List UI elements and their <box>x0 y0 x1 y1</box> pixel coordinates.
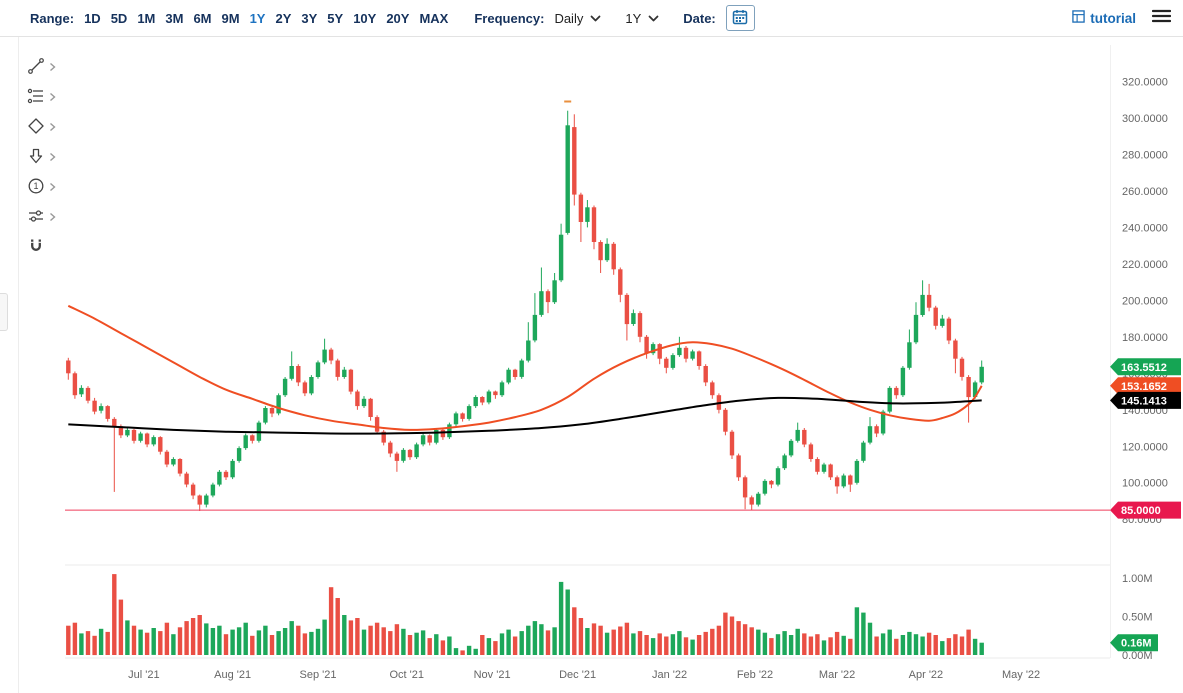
svg-text:Sep '21: Sep '21 <box>300 669 337 681</box>
period-value: 1Y <box>625 10 642 26</box>
svg-text:153.1652: 153.1652 <box>1121 381 1167 393</box>
ma-fast-line[interactable] <box>67 304 983 431</box>
svg-text:180.0000: 180.0000 <box>1122 332 1168 344</box>
svg-text:May '22: May '22 <box>1002 669 1040 681</box>
period-dropdown[interactable]: 1Y <box>625 11 659 26</box>
fibonacci-tool[interactable] <box>26 87 56 109</box>
range-option-3y[interactable]: 3Y <box>301 10 318 26</box>
range-option-1y[interactable]: 1Y <box>249 10 266 26</box>
time-axis-labels[interactable]: Jul '21 Aug '21 Sep '21 Oct '21 Nov '21 Dec '… <box>128 669 1040 681</box>
ma-slow-line[interactable] <box>68 396 982 435</box>
volume-axis-labels: 1.00M 0.50M 0.00M <box>1122 573 1153 662</box>
last-volume-badge: 0.16M <box>1110 634 1158 652</box>
svg-text:163.5512: 163.5512 <box>1121 362 1167 374</box>
shapes-tool[interactable] <box>26 117 56 139</box>
range-option-2y[interactable]: 2Y <box>275 10 292 26</box>
svg-text:200.0000: 200.0000 <box>1122 295 1168 307</box>
svg-text:0.16M: 0.16M <box>1121 638 1152 650</box>
calendar-icon <box>732 9 748 28</box>
range-option-1d[interactable]: 1D <box>84 10 101 26</box>
date-label: Date: <box>683 10 716 26</box>
svg-text:1: 1 <box>33 181 38 191</box>
number-annotation-tool[interactable]: 1 <box>26 177 56 199</box>
range-option-6m[interactable]: 6M <box>193 10 212 26</box>
candles-layer <box>66 110 984 511</box>
svg-text:0.00M: 0.00M <box>1122 650 1153 662</box>
frequency-label: Frequency: <box>474 10 545 26</box>
price-axis-labels[interactable]: 320.0000 300.0000 280.0000 260.0000 240.0000… <box>1122 77 1168 527</box>
fibonacci-tool-icon <box>26 86 46 111</box>
chevron-down-icon <box>648 15 659 22</box>
chevron-right-icon <box>49 149 56 167</box>
sliders-tool-icon <box>26 206 46 231</box>
left-panel-edge <box>18 37 19 693</box>
svg-text:Nov '21: Nov '21 <box>474 669 511 681</box>
svg-text:100.0000: 100.0000 <box>1122 478 1168 490</box>
svg-text:0.50M: 0.50M <box>1122 612 1153 624</box>
range-option-5y[interactable]: 5Y <box>327 10 344 26</box>
level-badge: 85.0000 <box>1110 501 1181 519</box>
date-picker-button[interactable] <box>725 5 755 31</box>
range-label: Range: <box>30 10 75 26</box>
svg-text:320.0000: 320.0000 <box>1122 77 1168 89</box>
chevron-right-icon <box>49 209 56 227</box>
range-option-5d[interactable]: 5D <box>110 10 128 26</box>
svg-text:Apr '22: Apr '22 <box>909 669 944 681</box>
svg-text:85.0000: 85.0000 <box>1121 505 1161 517</box>
brand-label: tutorial <box>1090 10 1136 26</box>
svg-text:220.0000: 220.0000 <box>1122 259 1168 271</box>
frequency-dropdown[interactable]: Daily <box>554 11 601 26</box>
chevron-right-icon <box>49 89 56 107</box>
range-option-20y[interactable]: 20Y <box>386 10 410 26</box>
chevron-down-icon <box>590 15 601 22</box>
chart-canvas[interactable]: 320.0000 300.0000 280.0000 260.0000 240.0000… <box>0 37 1183 693</box>
table-grid-icon <box>1072 10 1085 26</box>
brand-link[interactable]: tutorial <box>1072 10 1136 26</box>
range-option-max[interactable]: MAX <box>419 10 449 26</box>
svg-text:Dec '21: Dec '21 <box>559 669 596 681</box>
range-option-3m[interactable]: 3M <box>165 10 184 26</box>
magnet-tool[interactable] <box>26 237 56 259</box>
svg-text:260.0000: 260.0000 <box>1122 186 1168 198</box>
menu-button[interactable] <box>1151 9 1172 28</box>
svg-text:280.0000: 280.0000 <box>1122 149 1168 161</box>
shapes-tool-icon <box>26 116 46 141</box>
svg-text:120.0000: 120.0000 <box>1122 441 1168 453</box>
svg-text:Jan '22: Jan '22 <box>652 669 687 681</box>
svg-text:Oct '21: Oct '21 <box>389 669 424 681</box>
svg-text:Feb '22: Feb '22 <box>737 669 773 681</box>
chevron-right-icon <box>49 179 56 197</box>
range-option-10y[interactable]: 10Y <box>353 10 377 26</box>
hamburger-icon <box>1151 9 1172 28</box>
svg-text:1.00M: 1.00M <box>1122 573 1153 585</box>
arrow-tool-icon <box>26 146 46 171</box>
range-option-1m[interactable]: 1M <box>137 10 156 26</box>
panel-drag-handle[interactable] <box>0 293 8 331</box>
volume-layer <box>66 574 984 656</box>
number-annotation-tool-icon: 1 <box>26 176 46 201</box>
arrow-tool[interactable] <box>26 147 56 169</box>
magnet-tool-icon <box>26 236 46 261</box>
range-selector: 1D 5D 1M 3M 6M 9M 1Y 2Y 3Y 5Y 10Y 20Y MAX <box>84 11 448 26</box>
range-option-9m[interactable]: 9M <box>221 10 240 26</box>
trend-line-tool[interactable] <box>26 57 56 79</box>
svg-text:Jul '21: Jul '21 <box>128 669 159 681</box>
ma-fast-badge: 153.1652 <box>1110 377 1181 395</box>
trend-line-tool-icon <box>26 56 46 81</box>
svg-text:145.1413: 145.1413 <box>1121 395 1167 407</box>
svg-text:Aug '21: Aug '21 <box>214 669 251 681</box>
ma-slow-badge: 145.1413 <box>1110 391 1181 409</box>
svg-text:Mar '22: Mar '22 <box>819 669 855 681</box>
chevron-right-icon <box>49 59 56 77</box>
toolbar: Range: 1D 5D 1M 3M 6M 9M 1Y 2Y 3Y 5Y 10Y 20Y MAX Fre… <box>0 0 1183 37</box>
chevron-right-icon <box>49 119 56 137</box>
frequency-value: Daily <box>554 10 584 26</box>
svg-text:300.0000: 300.0000 <box>1122 113 1168 125</box>
svg-text:240.0000: 240.0000 <box>1122 222 1168 234</box>
last-price-badge: 163.5512 <box>1110 358 1181 376</box>
drawing-toolbar: 1 <box>26 57 56 259</box>
sliders-tool[interactable] <box>26 207 56 229</box>
